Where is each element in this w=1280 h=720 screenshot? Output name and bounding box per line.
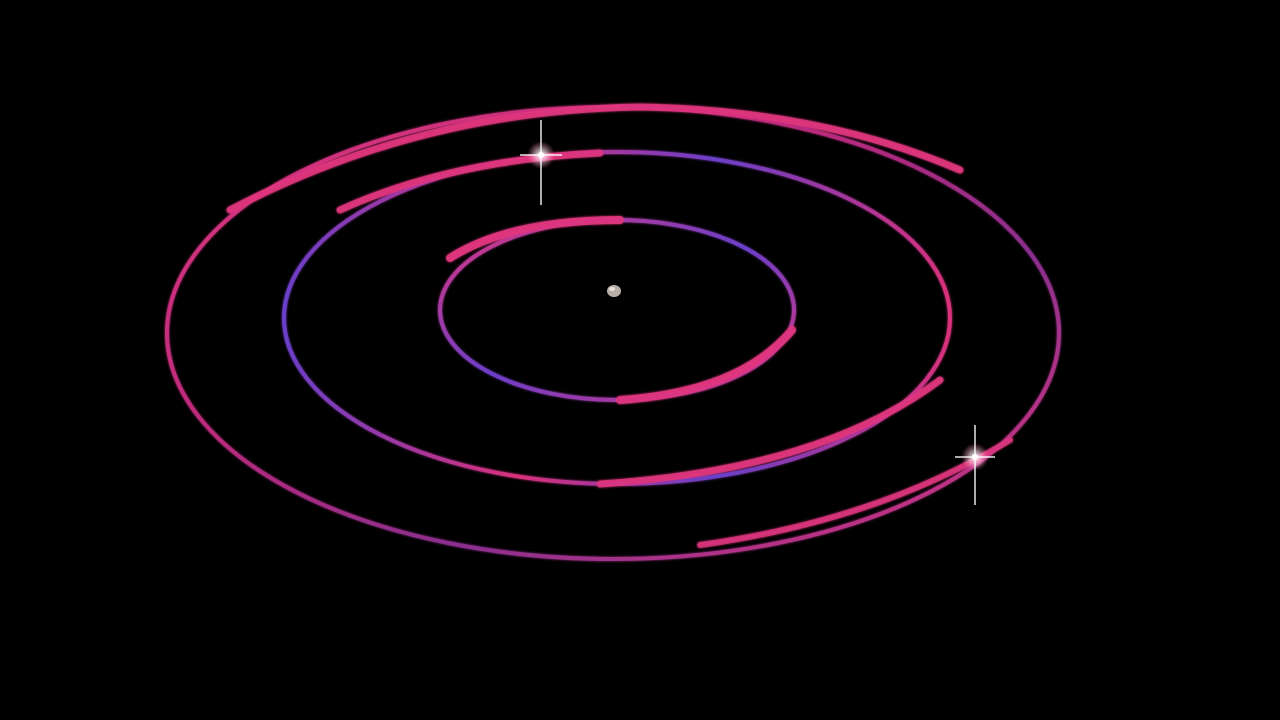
central-star	[607, 285, 621, 297]
outer-orbit-ring	[167, 107, 1059, 559]
inner-orbit-ring	[440, 220, 794, 400]
middle-orbit-ring	[284, 152, 950, 484]
